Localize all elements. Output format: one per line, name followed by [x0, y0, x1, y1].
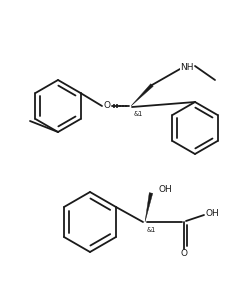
Text: O: O — [103, 102, 110, 110]
Polygon shape — [130, 84, 153, 106]
Polygon shape — [144, 193, 152, 222]
Text: &1: &1 — [134, 111, 143, 117]
Text: OH: OH — [158, 185, 172, 194]
Text: OH: OH — [205, 209, 219, 219]
Text: &1: &1 — [146, 227, 156, 233]
Text: O: O — [180, 250, 187, 258]
Text: NH: NH — [180, 63, 193, 71]
